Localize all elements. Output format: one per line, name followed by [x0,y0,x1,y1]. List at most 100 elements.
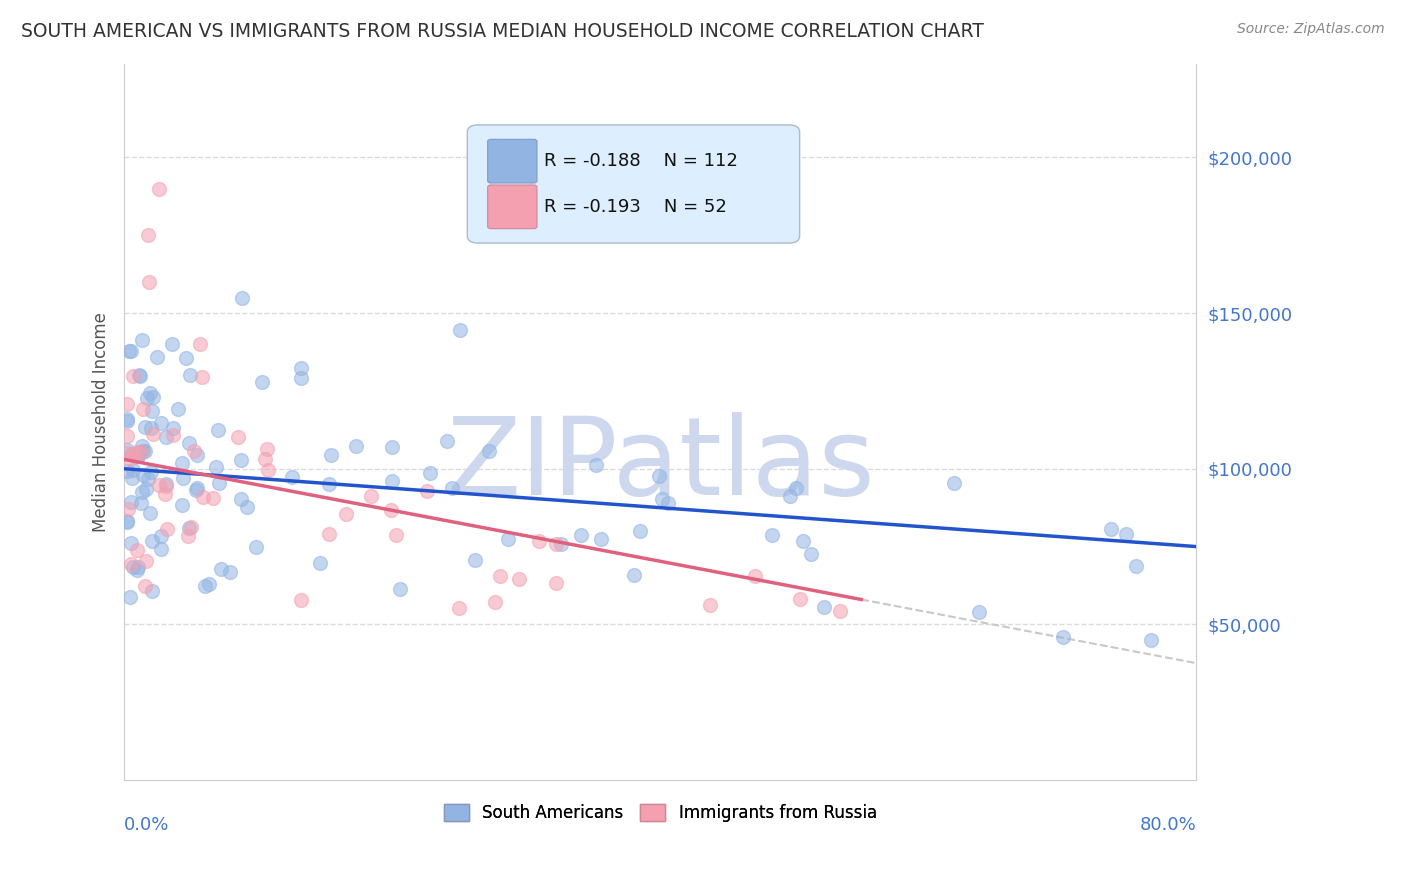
Point [134,444,156,458]
Point [131,484,153,499]
Text: 80.0%: 80.0% [1140,816,1197,834]
Point [508,572,530,586]
Point [136,228,159,243]
Point [385,528,408,542]
Point [122,447,145,461]
Point [167,401,190,416]
Point [115,397,138,411]
Point [1125,559,1147,574]
Point [942,475,965,490]
Point [478,444,501,458]
Point [120,343,142,358]
Point [115,414,138,428]
Point [131,333,153,347]
Point [651,492,673,507]
Point [344,439,367,453]
Point [184,483,207,498]
Point [162,337,184,351]
Point [229,452,252,467]
Point [115,446,138,460]
Point [800,547,823,561]
Point [172,471,194,485]
Point [335,507,357,521]
Point [139,385,162,400]
Point [318,527,340,541]
Point [120,494,142,508]
Point [120,557,142,571]
Point [699,599,721,613]
Point [449,323,471,337]
Point [546,537,568,551]
Point [162,428,184,442]
Text: ZIPatlas: ZIPatlas [446,412,875,518]
Point [141,404,163,418]
Point [789,591,811,606]
Point [141,534,163,549]
Point [1140,632,1163,647]
Point [380,503,402,517]
Point [628,524,651,539]
Point [209,562,232,576]
Point [121,447,143,461]
Point [139,465,162,479]
Point [131,439,153,453]
Point [419,466,441,480]
Point [1099,522,1122,536]
Point [162,421,184,435]
Point [127,449,149,463]
Point [132,402,155,417]
Point [136,472,159,486]
Point [118,590,141,604]
Point [290,371,312,385]
Point [117,464,139,478]
Point [148,477,170,491]
Point [120,535,142,549]
Point [125,542,148,557]
Point [488,569,510,583]
Text: 0.0%: 0.0% [124,816,170,834]
Point [245,540,267,554]
Point [290,592,312,607]
Point [207,423,229,437]
Point [623,567,645,582]
Point [153,487,176,501]
Point [381,440,404,454]
Point [589,532,612,546]
Point [155,430,177,444]
Text: Source: ZipAtlas.com: Source: ZipAtlas.com [1237,22,1385,37]
Point [134,579,156,593]
Point [174,351,197,366]
Point [194,579,217,593]
Point [183,444,205,458]
Point [191,491,214,505]
Point [132,444,155,458]
Point [155,522,177,536]
Point [172,456,194,470]
Point [155,478,177,492]
Point [115,443,138,458]
FancyBboxPatch shape [467,125,800,243]
Point [1115,527,1137,541]
Point [290,361,312,376]
Point [229,492,252,507]
Point [318,477,340,491]
Point [464,552,486,566]
Point [585,458,607,472]
Point [135,482,157,496]
Point [496,532,519,546]
Point [381,474,404,488]
Point [388,582,411,596]
Point [177,529,200,543]
Point [779,489,801,503]
Point [142,390,165,404]
Point [149,416,172,430]
Point [198,576,221,591]
Point [546,576,568,591]
Point [148,181,170,195]
Point [180,520,202,534]
Point [188,337,211,351]
Point [141,584,163,599]
Point [436,434,458,448]
Point [122,463,145,477]
Point [204,460,226,475]
